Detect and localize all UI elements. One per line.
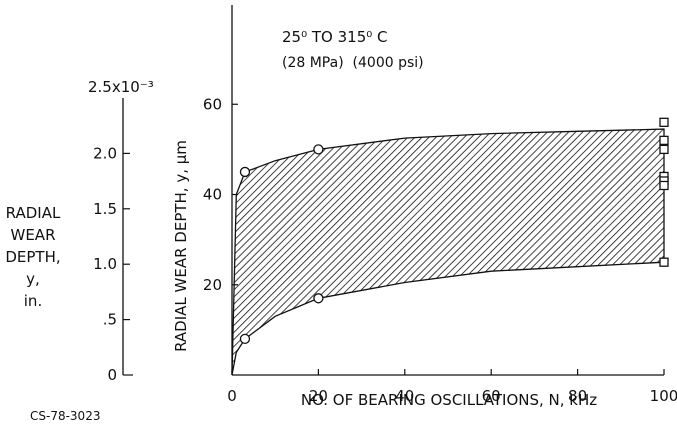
secondary-tick-label: 1.5 (93, 200, 117, 218)
data-points (239, 117, 669, 345)
x-axis-ticks: 0 20 40 60 80 100 (227, 369, 677, 405)
square-data-point (659, 135, 669, 146)
secondary-tick-label: .5 (103, 311, 117, 329)
x-tick-label: 20 (309, 387, 328, 405)
secondary-axis-title-line: WEAR (11, 226, 56, 244)
secondary-axis-ticks: 0 .5 1.0 1.5 2.0 2.5x10⁻³ (88, 78, 154, 384)
square-data-point (659, 144, 669, 155)
secondary-axis-title-line: RADIAL (6, 204, 61, 222)
y-tick-label: 20 (203, 276, 222, 294)
x-axis-title: NO. OF BEARING OSCILLATIONS, N, kHz (301, 391, 597, 409)
secondary-axis-title: RADIAL WEAR DEPTH, y, in. (5, 204, 61, 310)
y-tick-label: 60 (203, 95, 222, 113)
figure-code: CS-78-3023 (30, 409, 100, 423)
circle-data-point (313, 293, 324, 304)
square-data-point (659, 117, 669, 127)
y-axis-title: RADIAL WEAR DEPTH, y, μm (172, 140, 190, 352)
pressure-annotation: (28 MPa) (4000 psi) (282, 55, 424, 71)
secondary-tick-label: 2.0 (93, 144, 117, 162)
y-tick-label: 40 (203, 186, 222, 204)
secondary-axis-title-line: in. (24, 292, 42, 310)
secondary-tick-label: 1.0 (93, 255, 117, 273)
wear-band-region (231, 128, 665, 376)
temperature-annotation: 25⁰ TO 315⁰ C (282, 28, 388, 46)
x-tick-label: 100 (650, 387, 677, 405)
secondary-tick-label: 0 (107, 366, 117, 384)
circle-data-point (313, 144, 324, 155)
x-tick-label: 80 (568, 387, 587, 405)
square-data-point (659, 180, 669, 191)
secondary-tick-label: 2.5x10⁻³ (88, 78, 154, 96)
x-tick-label: 60 (482, 387, 501, 405)
square-data-point (659, 257, 669, 267)
x-tick-label: 40 (395, 387, 414, 405)
secondary-axis-title-line: y, (26, 270, 40, 288)
y-axis-ticks: 20 40 60 (203, 95, 238, 294)
secondary-axis-title-line: DEPTH, (5, 248, 60, 266)
circle-data-point (239, 166, 251, 178)
x-tick-label: 0 (227, 387, 237, 405)
circle-data-point (239, 333, 251, 345)
